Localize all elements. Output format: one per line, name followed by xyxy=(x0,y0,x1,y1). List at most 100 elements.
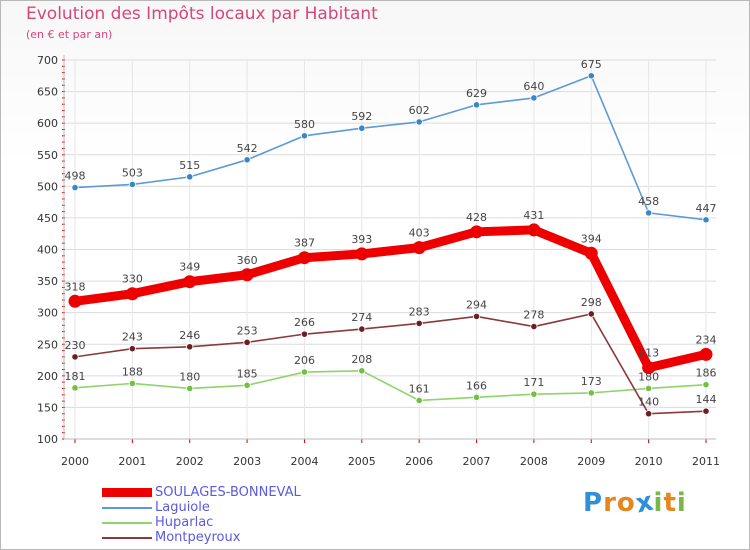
data-point-montpeyroux xyxy=(530,322,538,331)
data-point-montpeyroux xyxy=(300,330,309,338)
data-label-montpeyroux: 266 xyxy=(294,316,315,329)
data-label-montpeyroux: 243 xyxy=(122,331,143,344)
x-tick-label: 2003 xyxy=(233,455,261,468)
data-label-huparlac: 180 xyxy=(179,370,200,383)
data-label-soulages-bonneval: 394 xyxy=(581,232,602,245)
data-point-huparlac xyxy=(243,381,251,389)
chart-subtitle: (en € et par an) xyxy=(26,28,113,41)
data-label-huparlac: 185 xyxy=(237,367,258,380)
data-point-laguiole xyxy=(358,124,366,132)
x-tick-label: 2011 xyxy=(692,455,720,468)
y-tick-label: 700 xyxy=(37,54,58,67)
y-tick-label: 500 xyxy=(37,180,58,193)
data-point-soulages-bonneval xyxy=(412,241,426,255)
x-tick-label: 2004 xyxy=(290,455,318,468)
data-point-huparlac xyxy=(587,389,595,397)
data-label-laguiole: 503 xyxy=(122,166,143,179)
data-label-montpeyroux: 278 xyxy=(523,309,544,322)
data-label-soulages-bonneval: 234 xyxy=(696,333,717,346)
chart-title: Evolution des Impôts locaux par Habitant xyxy=(26,4,378,24)
data-point-montpeyroux xyxy=(186,343,194,351)
data-point-laguiole xyxy=(587,72,595,80)
data-point-montpeyroux xyxy=(128,345,136,353)
data-point-laguiole xyxy=(243,156,251,164)
y-tick-label: 450 xyxy=(37,212,58,225)
data-point-huparlac xyxy=(530,390,538,398)
legend-swatch xyxy=(102,537,152,539)
data-point-huparlac xyxy=(415,396,423,405)
data-label-montpeyroux: 274 xyxy=(351,311,372,324)
data-label-montpeyroux: 246 xyxy=(179,329,200,342)
y-tick-label: 350 xyxy=(37,275,58,288)
legend-swatch xyxy=(102,507,152,509)
proxiti-logo: Proxiti xyxy=(583,486,687,520)
data-label-huparlac: 208 xyxy=(351,353,372,366)
data-label-laguiole: 675 xyxy=(581,58,602,71)
data-point-laguiole xyxy=(472,101,481,109)
x-tick-label: 2007 xyxy=(463,455,491,468)
data-point-laguiole xyxy=(71,183,79,192)
data-label-soulages-bonneval: 349 xyxy=(179,261,200,274)
legend-label: Montpeyroux xyxy=(155,530,241,545)
data-label-huparlac: 180 xyxy=(638,370,659,383)
data-label-laguiole: 515 xyxy=(179,159,200,172)
data-label-montpeyroux: 253 xyxy=(237,324,258,337)
data-point-huparlac xyxy=(358,367,366,375)
data-label-huparlac: 181 xyxy=(65,370,86,383)
x-tick-label: 2002 xyxy=(176,455,204,468)
data-point-laguiole xyxy=(128,180,136,189)
data-point-huparlac xyxy=(472,393,481,401)
data-point-huparlac xyxy=(300,368,309,376)
data-label-huparlac: 173 xyxy=(581,375,602,388)
data-label-laguiole: 458 xyxy=(638,195,659,208)
data-label-soulages-bonneval: 393 xyxy=(351,233,372,246)
data-point-soulages-bonneval xyxy=(125,287,139,301)
data-point-montpeyroux xyxy=(702,407,710,415)
data-point-montpeyroux xyxy=(243,338,251,346)
data-point-huparlac xyxy=(702,381,710,389)
data-point-huparlac xyxy=(71,384,79,392)
data-point-laguiole xyxy=(702,216,710,224)
data-label-huparlac: 171 xyxy=(523,376,544,389)
data-label-soulages-bonneval: 213 xyxy=(638,347,659,360)
legend-swatch xyxy=(102,488,152,497)
data-label-huparlac: 166 xyxy=(466,379,487,392)
data-label-montpeyroux: 230 xyxy=(65,339,86,352)
y-tick-label: 200 xyxy=(37,370,58,383)
data-label-laguiole: 592 xyxy=(351,110,372,123)
x-tick-label: 2008 xyxy=(520,455,548,468)
data-point-soulages-bonneval xyxy=(183,275,197,289)
data-label-montpeyroux: 298 xyxy=(581,296,602,309)
data-label-montpeyroux: 144 xyxy=(696,393,717,406)
data-point-montpeyroux xyxy=(472,312,481,321)
data-label-montpeyroux: 140 xyxy=(638,396,659,409)
data-point-laguiole xyxy=(530,94,538,102)
x-tick-label: 2005 xyxy=(348,455,376,468)
data-label-soulages-bonneval: 360 xyxy=(237,254,258,267)
data-label-laguiole: 447 xyxy=(696,202,717,215)
series-line-huparlac xyxy=(74,369,707,402)
y-tick-label: 650 xyxy=(37,86,58,99)
data-point-huparlac xyxy=(186,384,194,393)
data-label-soulages-bonneval: 330 xyxy=(122,273,143,286)
data-point-montpeyroux xyxy=(587,310,595,318)
x-tick-label: 2000 xyxy=(61,455,89,468)
data-point-laguiole xyxy=(645,209,653,217)
data-label-huparlac: 206 xyxy=(294,354,315,367)
series-line-laguiole xyxy=(74,74,707,221)
data-label-soulages-bonneval: 318 xyxy=(65,280,86,293)
x-tick-label: 2006 xyxy=(405,455,433,468)
data-point-montpeyroux xyxy=(358,325,366,333)
data-point-soulages-bonneval xyxy=(355,247,369,261)
data-label-huparlac: 188 xyxy=(122,365,143,378)
series-line-montpeyroux xyxy=(74,313,707,415)
data-point-montpeyroux xyxy=(415,319,423,328)
data-label-laguiole: 498 xyxy=(65,170,86,183)
y-tick-label: 550 xyxy=(37,149,58,162)
legend-swatch xyxy=(102,522,152,524)
series-line-soulages-bonneval xyxy=(70,225,711,373)
data-label-soulages-bonneval: 403 xyxy=(409,227,430,240)
data-point-soulages-bonneval xyxy=(527,223,541,237)
legend-label: Huparlac xyxy=(155,515,214,530)
